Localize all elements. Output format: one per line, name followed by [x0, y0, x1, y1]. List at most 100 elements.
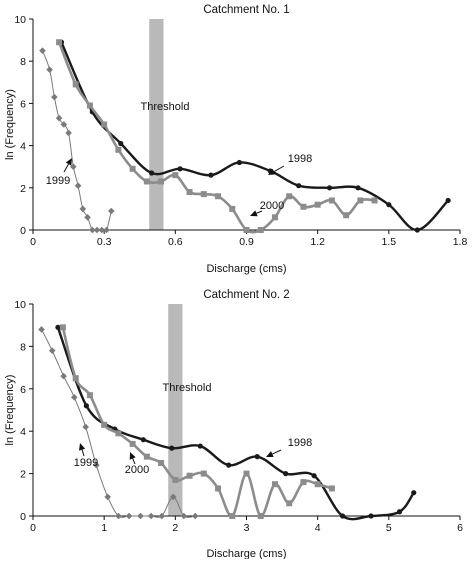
chart1-series-2000-point	[72, 81, 79, 88]
chart2-series-1998-point	[339, 513, 346, 519]
chart2-series-1999-point	[137, 512, 144, 520]
chart2-xtick-label: 4	[315, 522, 321, 534]
chart1-ytick-label: 8	[20, 56, 26, 68]
chart1-series-1998-point	[445, 197, 451, 204]
chart2-series-1999-point	[70, 393, 78, 401]
chart1-x-title: Discharge (cms)	[206, 263, 286, 275]
chart2-series-1999	[38, 326, 199, 520]
chart1-series-2000-point	[314, 201, 321, 208]
chart2-series-1999-point	[60, 372, 67, 380]
chart1-series-2000-line	[57, 41, 375, 234]
chart1-series-2000-point	[243, 227, 250, 233]
chart1-series-1998-line	[60, 41, 450, 232]
chart2-series-2000-point	[129, 440, 136, 447]
chart2-series-1999-point	[125, 512, 133, 520]
chart2-threshold-band	[168, 304, 183, 516]
chart2-series-1999-point	[48, 347, 56, 354]
chart2-xtick-label: 6	[457, 522, 463, 534]
chart2-series-1998-point	[169, 445, 175, 451]
chart1-xtick-label: 1.5	[382, 236, 397, 248]
chart1-series-1998	[58, 39, 451, 233]
chart2-series-2000-point	[215, 485, 222, 492]
chart1-xtick-label: 1.2	[310, 236, 325, 248]
chart2-series-2000-point	[72, 375, 79, 382]
chart2-series-1999-point	[82, 423, 89, 431]
chart2-series-2000-point	[59, 324, 66, 331]
chart2-series-1998-point	[83, 403, 89, 409]
chart2-xtick-label: 3	[244, 522, 250, 534]
chart2-series-1998-point	[368, 513, 374, 519]
chart1-series-1999	[39, 47, 115, 234]
chart2-arrow-1998-head	[266, 451, 274, 457]
chart2-series-2000-point	[200, 470, 207, 477]
chart1-series-2000-point	[200, 191, 207, 198]
chart2-series-2000-point	[286, 500, 293, 507]
chart1-series-1998-point	[386, 202, 392, 208]
chart1-threshold-label: Threshold	[141, 101, 190, 113]
chart2-arrow-2000-shaft	[132, 458, 136, 465]
chart1-annotation-1999: 1999	[46, 175, 70, 187]
chart2-annotation-2000: 2000	[125, 464, 149, 476]
chart2-xtick-label: 5	[386, 522, 392, 534]
chart2-series-2000-point	[271, 481, 278, 488]
chart1-xtick-label: 0	[30, 236, 36, 248]
chart1-ytick-label: 10	[14, 14, 26, 26]
chart2-series-1998-point	[311, 473, 317, 479]
chart2-series-1998-point	[140, 437, 146, 443]
chart2-series-1999-point	[115, 512, 122, 520]
chart2-series-2000-point	[186, 472, 193, 479]
chart2-arrow-1998-shaft	[272, 449, 282, 455]
chart1-series-2000-point	[257, 227, 264, 233]
chart1-annotation-2000: 2000	[260, 200, 284, 212]
chart1-title: Catchment No. 1	[203, 4, 289, 16]
chart1-series-1999-point	[55, 114, 63, 122]
chart2-series-1998-point	[55, 324, 61, 330]
chart1-xtick-label: 0.3	[97, 236, 112, 248]
chart2-title: Catchment No. 2	[203, 289, 289, 301]
chart1-series-2000-point	[101, 121, 108, 128]
chart1-xtick-label: 1.8	[453, 236, 468, 248]
chart2-series-2000-point	[257, 513, 264, 519]
chart2-series-1999-point	[38, 326, 45, 333]
chart2-series-2000-point	[300, 479, 307, 486]
chart1-series-1999-point	[103, 226, 110, 234]
chart1-series-2000-point	[158, 178, 165, 185]
chart1-series-2000-point	[186, 189, 193, 196]
chart2-series-1999-point	[180, 512, 188, 520]
chart1-series-1999-point	[84, 214, 91, 221]
chart2-ytick-label: 2	[20, 469, 26, 481]
chart2-series-2000-point	[243, 470, 250, 477]
chart1-series-1999-point	[46, 66, 53, 73]
chart1-y-title: ln (Frequency)	[4, 89, 16, 160]
chart2-x-title: Discharge (cms)	[206, 548, 286, 559]
chart1-series-1998-point	[414, 227, 420, 233]
chart1-series-1999-point	[39, 47, 46, 54]
chart1-series-2000-point	[343, 212, 350, 219]
chart2-series-1998-point	[396, 509, 403, 515]
chart2-arrow-1999-shaft	[81, 449, 85, 457]
chart2-series-1999-point	[191, 512, 199, 520]
chart2-series-1998-point	[254, 454, 260, 460]
chart1-series-1999-point	[107, 207, 115, 215]
chart2-series-2000-point	[86, 392, 93, 399]
chart2-xtick-label: 2	[172, 522, 178, 534]
chart1-series-2000-point	[172, 172, 179, 179]
chart1-ytick-label: 2	[20, 183, 26, 195]
chart2-ytick-label: 8	[20, 341, 26, 353]
chart2-series-1998-point	[283, 471, 289, 477]
chart2-arrow-2000-head	[129, 452, 136, 460]
chart2-series-1999-point	[93, 461, 100, 469]
chart1-arrow-1998-head	[268, 168, 276, 175]
chart2-series-1998-point	[411, 490, 417, 496]
chart2-series-2000-point	[328, 485, 335, 492]
chart1-arrow-1999-head	[65, 158, 72, 166]
chart2-series-1999-point	[158, 512, 166, 520]
chart1-series-2000-point	[300, 203, 307, 210]
chart2-series-2000-point	[314, 481, 321, 488]
chart2-series-2000-line	[61, 327, 333, 518]
chart2-series-2000-point	[101, 421, 108, 428]
chart1: Catchment No. 1 0 2 4 6 8 10 0 0.3 0.6 0.9 1.2 1.5 1.…	[4, 4, 467, 275]
chart1-ytick-label: 6	[20, 98, 26, 110]
chart1-series-2000-point	[271, 214, 278, 221]
chart1-series-1998-point	[326, 185, 333, 191]
